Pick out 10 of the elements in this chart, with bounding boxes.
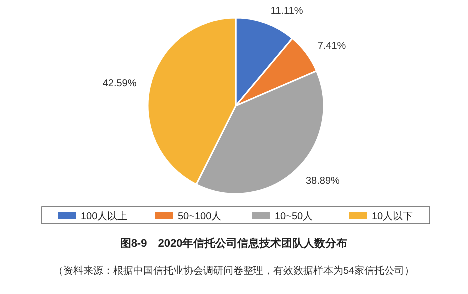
legend-label: 50~100人: [178, 212, 222, 222]
legend-label: 10~50人: [275, 212, 314, 222]
data-label: 11.11%: [270, 6, 304, 18]
legend-label: 10人以下: [372, 210, 414, 222]
data-label: 38.89%: [306, 176, 340, 188]
text: 图8-9 2020年信托公司信息技术团队人数分布: [120, 237, 348, 250]
legend-label: 100人以上: [81, 210, 128, 222]
data-label: 7.41%: [318, 41, 346, 52]
text: （资料来源：根据中国信托业协会调研问卷整理，有效数据样本为54家信托公司）: [53, 265, 415, 277]
data-label: 42.59%: [102, 78, 137, 90]
